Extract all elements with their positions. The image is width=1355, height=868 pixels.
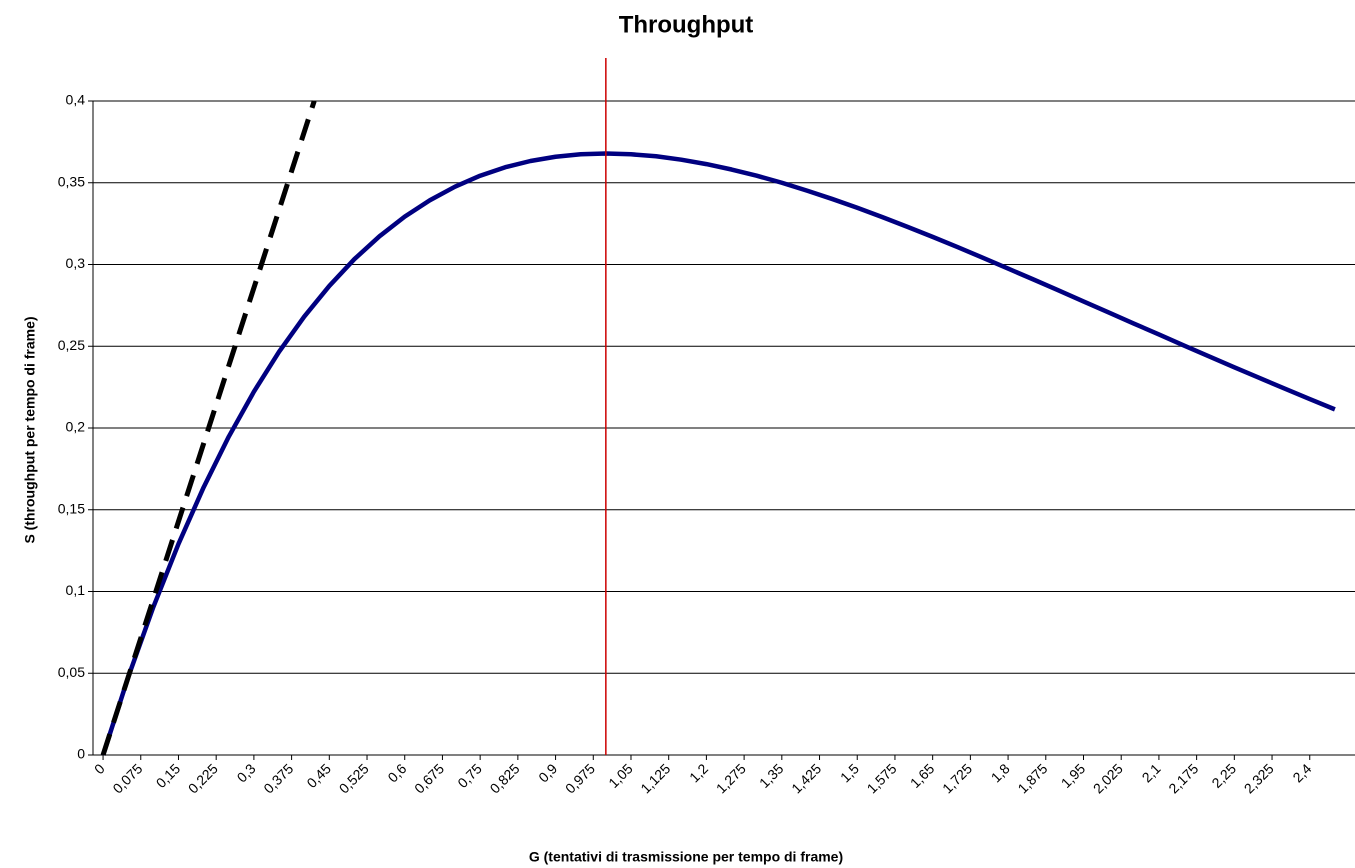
y-tick-label: 0,25: [58, 337, 85, 353]
x-tick-label: 0,225: [185, 760, 221, 796]
x-tick-label: 1,275: [713, 760, 749, 796]
x-tick-label: 0,975: [562, 760, 598, 796]
x-tick-label: 2,325: [1241, 760, 1277, 796]
y-tick-label: 0,4: [66, 92, 86, 108]
x-tick-label: 2,025: [1090, 760, 1126, 796]
x-tick-label: 0,3: [234, 760, 259, 785]
x-tick-label: 2,25: [1208, 760, 1239, 791]
y-tick-label: 0,15: [58, 500, 85, 516]
x-tick-label: 2,4: [1289, 760, 1314, 785]
x-tick-label: 0,9: [535, 760, 560, 785]
x-tick-label: 1,8: [988, 760, 1013, 785]
x-tick-label: 0,6: [384, 760, 409, 785]
x-axis-title: G (tentativi di trasmissione per tempo d…: [529, 849, 843, 865]
x-tick-label: 0,675: [411, 760, 447, 796]
x-tick-label: 1,05: [605, 760, 636, 791]
x-tick-label: 1,425: [788, 760, 824, 796]
y-tick-label: 0,05: [58, 664, 85, 680]
x-tick-label: 1,5: [837, 760, 862, 785]
x-tick-label: 1,575: [864, 760, 900, 796]
x-tick-label: 2,175: [1165, 760, 1201, 796]
x-tick-label: 1,35: [756, 760, 787, 791]
x-tick-label: 0,825: [487, 760, 523, 796]
x-tick-label: 1,95: [1058, 760, 1089, 791]
x-tick-label: 0,45: [303, 760, 334, 791]
x-tick-label: 1,125: [637, 760, 673, 796]
x-tick-label: 1,725: [939, 760, 975, 796]
x-tick-label: 1,875: [1014, 760, 1050, 796]
x-tick-label: 0,75: [454, 760, 485, 791]
y-tick-label: 0,35: [58, 173, 85, 189]
x-tick-label: 0,075: [109, 760, 145, 796]
chart-title: Throughput: [619, 11, 754, 38]
y-tick-label: 0,3: [66, 255, 86, 271]
x-tick-label: 2,1: [1139, 760, 1164, 785]
dashed-line: [100, 100, 317, 756]
throughput-line: [100, 151, 1336, 756]
y-tick-label: 0,1: [66, 582, 86, 598]
x-tick-label: 1,65: [907, 760, 938, 791]
y-axis-title: S (throughput per tempo di frame): [22, 316, 38, 543]
x-tick-label: 0,525: [336, 760, 372, 796]
x-tick-label: 0,15: [153, 760, 184, 791]
y-tick-label: 0: [77, 746, 85, 762]
x-tick-label: 0: [91, 760, 108, 777]
x-tick-label: 0,375: [260, 760, 296, 796]
y-tick-label: 0,2: [66, 419, 86, 435]
x-tick-label: 1,2: [686, 760, 711, 785]
